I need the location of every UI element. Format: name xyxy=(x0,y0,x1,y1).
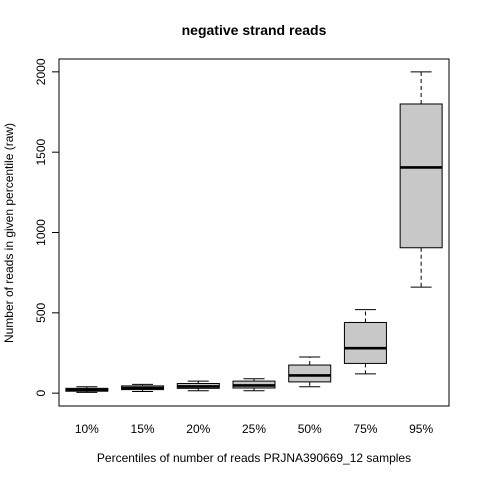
x-tick-label: 95% xyxy=(409,422,433,436)
y-tick-label: 500 xyxy=(34,302,48,322)
iqr-box xyxy=(288,364,332,383)
x-tick-label: 50% xyxy=(298,422,322,436)
box-15pct xyxy=(121,383,165,393)
box-25pct xyxy=(232,378,276,392)
iqr-box xyxy=(399,103,443,249)
x-tick-label: 10% xyxy=(75,422,99,436)
y-tick-label: 0 xyxy=(34,389,48,396)
y-tick-label: 1000 xyxy=(34,219,48,246)
box-10pct xyxy=(65,386,109,393)
box-20pct xyxy=(176,380,220,392)
y-axis-label: Number of reads in given percentile (raw… xyxy=(2,123,16,343)
y-tick-label: 2000 xyxy=(34,58,48,85)
box-95pct xyxy=(399,71,443,288)
y-axis: 0 500 1000 1500 2000 xyxy=(34,58,59,396)
boxes-group xyxy=(65,71,443,393)
x-tick-label: 75% xyxy=(353,422,377,436)
x-axis-label: Percentiles of number of reads PRJNA3906… xyxy=(97,451,411,465)
x-tick-label: 25% xyxy=(242,422,266,436)
box-75pct xyxy=(343,309,387,375)
x-axis: 10% 15% 20% 25% 50% 75% 95% xyxy=(75,422,434,436)
y-tick-label: 1500 xyxy=(34,139,48,166)
iqr-box xyxy=(343,321,387,364)
box-50pct xyxy=(288,356,332,388)
x-tick-label: 15% xyxy=(131,422,155,436)
plot-frame xyxy=(58,58,450,407)
x-tick-label: 20% xyxy=(186,422,210,436)
chart-title: negative strand reads xyxy=(182,22,327,38)
